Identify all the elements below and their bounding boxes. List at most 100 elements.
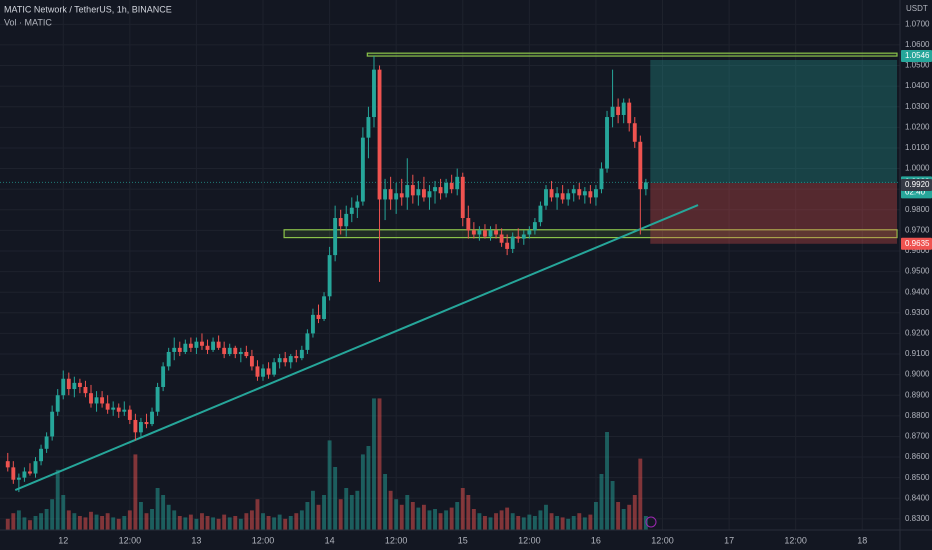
candle-body [166, 351, 171, 367]
volume-bar [499, 510, 504, 530]
volume-bar [188, 514, 193, 530]
volume-bar [383, 474, 388, 530]
volume-bar [427, 510, 432, 530]
y-tick-label: 1.0600 [905, 40, 930, 49]
volume-bar [366, 446, 371, 530]
volume-bar [505, 507, 510, 530]
candle-body [499, 234, 504, 243]
volume-bar [255, 499, 260, 530]
candle-body [172, 347, 177, 352]
volume-bar [399, 504, 404, 530]
x-tick-label: 12:00 [651, 535, 674, 545]
candle-body [288, 356, 293, 363]
volume-bar [349, 495, 354, 530]
y-tick-label: 0.8600 [905, 452, 930, 461]
candle-body [222, 347, 227, 355]
volume-bar [127, 510, 132, 530]
candle-body [383, 189, 388, 200]
candle-body [16, 477, 21, 480]
volume-bar [116, 518, 121, 530]
y-tick-label: 0.9200 [905, 329, 930, 338]
volume-bar [83, 517, 88, 530]
volume-bar [227, 517, 232, 530]
volume-bar [122, 516, 127, 530]
event-icon[interactable] [645, 516, 657, 528]
loss-zone [650, 182, 897, 244]
candle-body [105, 403, 110, 410]
candle-body [516, 236, 521, 239]
volume-bar [433, 509, 437, 530]
volume-bar [516, 516, 521, 530]
candle-body [238, 351, 243, 355]
volume-bar [294, 513, 299, 530]
volume-bar [305, 502, 310, 530]
candle-body [438, 187, 443, 194]
x-tick-label: 12:00 [385, 535, 408, 545]
candle-body [344, 213, 349, 227]
x-tick-label: 12 [58, 535, 68, 545]
candle-body [177, 347, 182, 352]
volume-bar [638, 458, 643, 530]
volume-bar [66, 510, 71, 530]
volume-bar [338, 499, 343, 530]
candle-body [322, 296, 326, 319]
candle-body [416, 189, 421, 196]
y-tick-label: 0.8500 [905, 473, 930, 482]
volume-bar [16, 510, 21, 530]
unit-label: USDT [906, 4, 928, 13]
candle-body [399, 193, 404, 198]
chart-title: MATIC Network / TetherUS, 1h, BINANCE [4, 4, 172, 14]
profit-zone [650, 59, 897, 183]
volume-bar [211, 517, 216, 530]
volume-bar [105, 513, 110, 530]
x-tick-label: 12:00 [252, 535, 275, 545]
volume-bar [77, 516, 82, 530]
volume-bar [283, 518, 288, 530]
candle-body [449, 182, 454, 190]
volume-bar [555, 516, 560, 530]
candle-body [283, 358, 288, 363]
y-tick-label: 1.0100 [905, 143, 930, 152]
x-tick-label: 12:00 [518, 535, 541, 545]
volume-bar [405, 495, 410, 530]
candle-body [294, 356, 299, 359]
volume-bar [372, 398, 376, 530]
candle-body [477, 230, 482, 235]
volume-bar [510, 513, 515, 530]
volume-bar [5, 518, 10, 530]
volume-bar [421, 504, 426, 530]
zone [366, 52, 898, 57]
price-label-bg [901, 179, 932, 192]
volume-bar [183, 517, 188, 530]
candle-body [333, 218, 338, 256]
candle-body [122, 409, 127, 412]
volume-bar [494, 513, 498, 530]
candle-body [627, 102, 632, 124]
volume-bar [388, 490, 393, 530]
candle-body [11, 467, 16, 480]
candle-body [366, 117, 371, 138]
volume-bar [560, 517, 565, 530]
volume-bar [55, 469, 60, 530]
candle-body [599, 168, 604, 190]
volume-bar [205, 516, 210, 530]
x-tick-label: 16 [591, 535, 601, 545]
candle-body [405, 185, 410, 198]
volume-bar [155, 488, 160, 530]
volume-bar [566, 518, 571, 530]
candle-body [483, 230, 487, 237]
candle-body [460, 176, 465, 219]
candle-body [355, 201, 360, 208]
y-tick-label: 1.0200 [905, 122, 930, 131]
candle-body [138, 422, 143, 433]
volume-bar [299, 510, 304, 530]
volume-bar [39, 513, 44, 530]
candle-body [610, 106, 615, 118]
volume-bar [244, 513, 249, 530]
volume-bar [288, 516, 293, 530]
volume-bar [133, 454, 138, 530]
volume-bar [610, 481, 615, 530]
volume-bar [449, 507, 454, 530]
